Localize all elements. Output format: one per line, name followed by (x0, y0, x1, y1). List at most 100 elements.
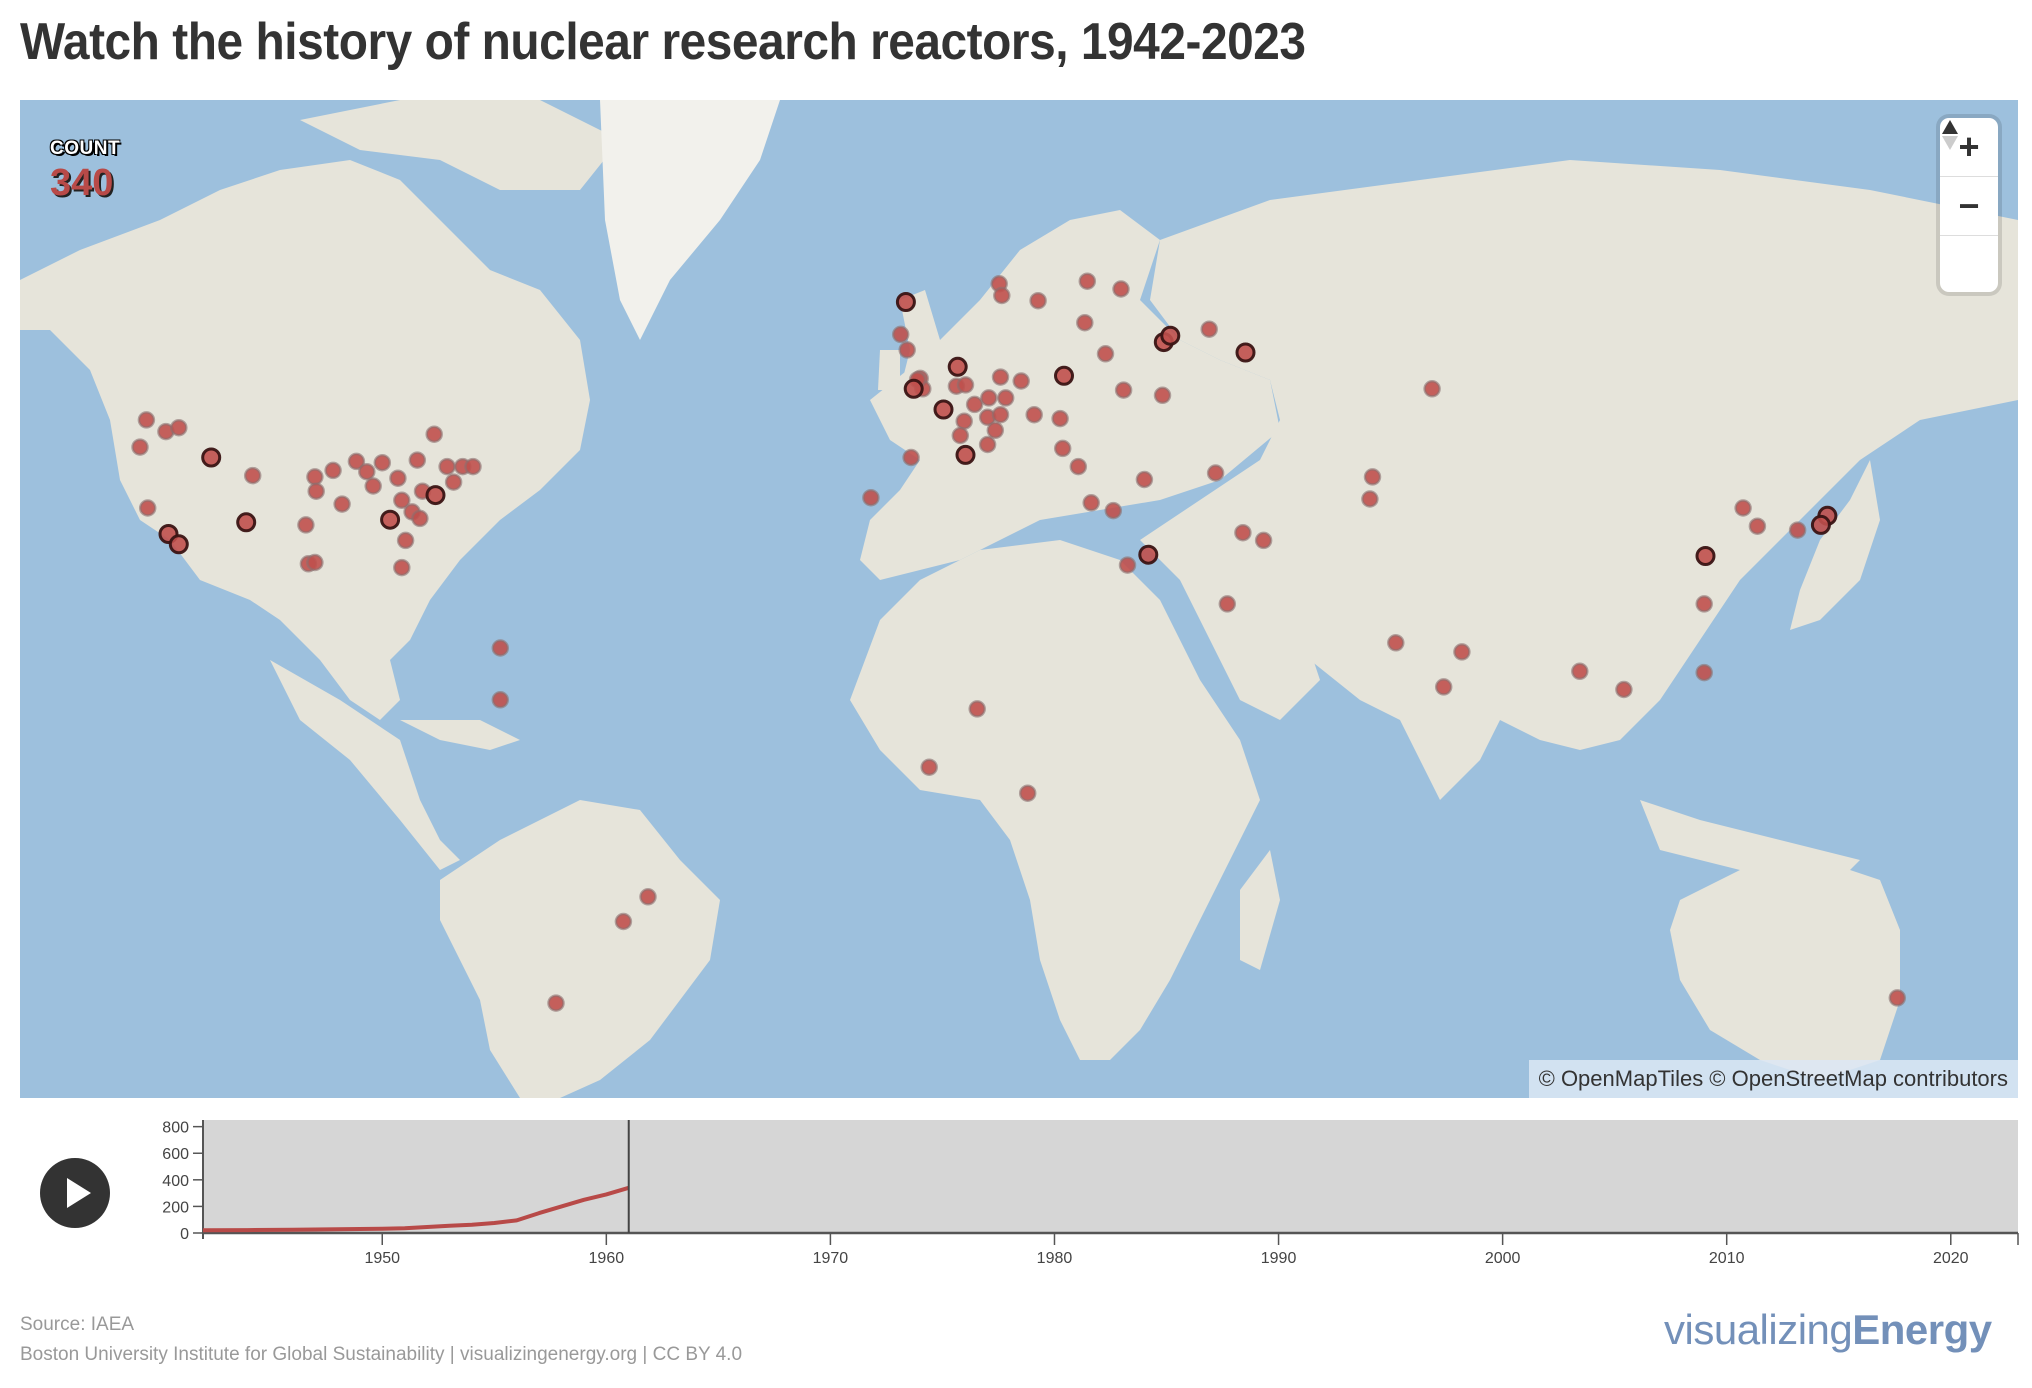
reactor-dot[interactable] (236, 512, 257, 533)
reactor-dot[interactable] (1012, 372, 1030, 390)
reactor-dot[interactable] (1160, 325, 1181, 346)
reactor-dot[interactable] (996, 389, 1015, 407)
reactor-dot[interactable] (131, 438, 149, 456)
reactor-dot[interactable] (1200, 320, 1218, 338)
reactor-dot[interactable] (1234, 523, 1252, 542)
reactor-dot[interactable] (614, 912, 633, 931)
reactor-dot[interactable] (1114, 381, 1133, 399)
reactor-dot[interactable] (895, 292, 916, 312)
reactor-dot[interactable] (1138, 544, 1159, 565)
reactor-dot[interactable] (991, 368, 1010, 386)
reactor-dot[interactable] (991, 405, 1010, 424)
reactor-dot[interactable] (1695, 663, 1713, 682)
reactor-dot[interactable] (1423, 380, 1441, 398)
reactor-dot[interactable] (1082, 494, 1100, 512)
reactor-dot[interactable] (464, 457, 482, 476)
reactor-dot[interactable] (170, 418, 188, 437)
reactor-dot[interactable] (862, 488, 880, 507)
reactor-dot[interactable] (986, 421, 1005, 440)
zoom-in-button[interactable]: + (1940, 118, 1998, 177)
reactor-dot[interactable] (1748, 517, 1767, 535)
reactor-dot[interactable] (396, 531, 415, 550)
reactor-dot[interactable] (393, 491, 411, 510)
reactor-dot[interactable] (933, 399, 954, 420)
reactor-dot[interactable] (1387, 634, 1405, 652)
reactor-dot[interactable] (1118, 556, 1137, 574)
reactor-dot[interactable] (1254, 531, 1273, 550)
reactor-dot[interactable] (389, 469, 407, 487)
reactor-dot[interactable] (491, 691, 510, 709)
reactor-dot[interactable] (307, 482, 325, 500)
reactor-dot[interactable] (1078, 272, 1097, 290)
visualizing-energy-logo[interactable]: visualizingEnergy (1664, 1306, 1992, 1353)
reactor-dot[interactable] (955, 412, 973, 430)
map-attribution[interactable]: © OpenMapTiles © OpenStreetMap contribut… (1528, 1060, 2018, 1098)
reactor-dot[interactable] (980, 389, 998, 407)
reactor-dot[interactable] (358, 462, 376, 481)
reactor-dot[interactable] (898, 341, 916, 359)
reactor-dot[interactable] (978, 435, 997, 454)
reactor-dot[interactable] (425, 425, 443, 443)
play-button[interactable] (40, 1158, 110, 1228)
reactor-dot[interactable] (1695, 546, 1716, 566)
reactor-dot[interactable] (138, 499, 157, 517)
reactor-dot[interactable] (491, 639, 510, 657)
reactor-dot[interactable] (408, 451, 427, 469)
reactor-dot[interactable] (425, 485, 446, 506)
timeline-chart[interactable]: 0 200 400 600 800 1950 1960 1970 1980 1990 2000 201… (0, 1100, 2032, 1280)
reactor-dot[interactable] (1235, 342, 1256, 363)
reactor-dot[interactable] (902, 448, 920, 467)
reactor-dot[interactable] (306, 553, 324, 572)
reactor-dot[interactable] (1051, 409, 1069, 428)
reactor-dot[interactable] (306, 468, 324, 486)
reactor-dot[interactable] (956, 376, 975, 394)
reactor-dot[interactable] (380, 509, 401, 530)
reactor-dot[interactable] (1206, 464, 1225, 482)
reactor-dot[interactable] (920, 758, 938, 776)
reactor-dot[interactable] (965, 395, 984, 414)
world-map[interactable]: COUNT 340 + − © OpenMapTiles © OpenStree… (20, 100, 2018, 1098)
reactor-dot[interactable] (438, 457, 456, 476)
reactor-dot[interactable] (903, 378, 924, 399)
reactor-dot[interactable] (347, 452, 366, 471)
reactor-dot[interactable] (168, 534, 189, 555)
reactor-dot[interactable] (1096, 345, 1115, 363)
reactor-dot[interactable] (1135, 470, 1154, 489)
reactor-dot[interactable] (1571, 662, 1589, 681)
reactor-dot[interactable] (1615, 680, 1633, 699)
reactor-dot[interactable] (891, 325, 910, 344)
reactor-dot[interactable] (1112, 280, 1130, 298)
reactor-dot[interactable] (444, 473, 463, 491)
reactor-dot[interactable] (1695, 595, 1713, 613)
reactor-dot[interactable] (1018, 784, 1037, 802)
reactor-dot[interactable] (1453, 643, 1471, 661)
reactor-dot[interactable] (547, 994, 565, 1012)
reactor-dot[interactable] (333, 495, 351, 513)
reactor-dot[interactable] (297, 516, 315, 534)
reactor-dot[interactable] (1218, 595, 1237, 613)
reactor-dot[interactable] (1363, 468, 1382, 486)
reactor-dot[interactable] (324, 461, 342, 480)
reactor-dot[interactable] (639, 888, 657, 906)
reactor-dot[interactable] (1104, 501, 1123, 520)
reactor-dot[interactable] (1054, 365, 1074, 386)
reactor-dot[interactable] (137, 411, 156, 429)
reactor-dot[interactable] (1153, 386, 1172, 405)
reactor-dot[interactable] (1734, 499, 1752, 517)
reactor-dot[interactable] (1069, 457, 1088, 476)
zoom-out-button[interactable]: − (1940, 177, 1998, 236)
reactor-dot[interactable] (1788, 521, 1807, 539)
reactor-dot[interactable] (1434, 678, 1453, 696)
reactor-dot[interactable] (955, 444, 976, 465)
reactor-dot[interactable] (411, 509, 429, 528)
reset-bearing-button[interactable] (1940, 120, 1998, 294)
reactor-dot[interactable] (1025, 405, 1043, 424)
reactor-dot[interactable] (1053, 439, 1072, 458)
reactor-dot[interactable] (968, 700, 986, 718)
reactor-dot[interactable] (993, 286, 1011, 305)
reactor-dot[interactable] (393, 558, 411, 577)
reactor-dot[interactable] (243, 466, 262, 485)
reactor-dot[interactable] (1361, 490, 1379, 508)
reactor-dot[interactable] (1029, 291, 1047, 310)
reactor-dot[interactable] (951, 426, 970, 445)
